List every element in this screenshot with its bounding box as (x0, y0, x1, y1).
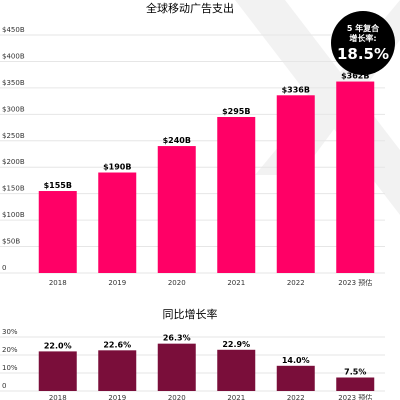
x-axis-ticks: 2018 2019 2020 2021 2022 2023 预估 (49, 278, 372, 287)
y-axis-ticks-growth: 0 10% 20% 30% (2, 328, 18, 390)
y-tick-label: $400B (2, 52, 25, 60)
y-tick-label: $200B (2, 158, 25, 166)
x-tick-label: 2020 (168, 279, 186, 287)
bar (98, 350, 137, 391)
bar-value-label: 14.0% (282, 356, 310, 365)
chart-title-growth: 同比增长率 (163, 307, 218, 321)
x-tick-label: 2019 (108, 279, 126, 287)
bar-value-label: $155B (44, 181, 72, 190)
x-tick-label: 2022 (287, 394, 305, 400)
bar-value-label: 7.5% (344, 368, 366, 377)
cagr-value: 18.5% (336, 44, 390, 63)
y-tick-label: 0 (2, 382, 6, 390)
x-tick-label: 2021 (227, 394, 245, 400)
y-tick-label: $150B (2, 185, 25, 193)
y-tick-label: $100B (2, 211, 25, 219)
y-axis-ticks: 0 $50B $100B $150B $200B $250B $300B $350B $400B… (2, 26, 25, 272)
bar-value-label: 22.9% (222, 340, 250, 349)
bar-value-label: 22.6% (103, 340, 131, 349)
x-tick-label: 2022 (287, 279, 305, 287)
x-tick-label: 2023 预估 (338, 393, 372, 400)
chart-title: 全球移动广告支出 (146, 1, 234, 15)
x-tick-label: 2019 (108, 394, 126, 400)
bar (38, 351, 77, 391)
cagr-badge: 5 年复合 增长率: 18.5% (331, 11, 395, 75)
x-tick-label: 2018 (49, 279, 67, 287)
cagr-label-line2: 增长率: (349, 33, 377, 43)
data-labels: $155B $190B $240B $295B $336B $362B (44, 72, 370, 190)
y-tick-label: $250B (2, 132, 25, 140)
bar-value-label: $362B (341, 72, 369, 81)
bar (157, 146, 196, 273)
y-tick-label: $50B (2, 238, 20, 246)
y-tick-label: 30% (2, 328, 18, 336)
bar (157, 343, 196, 391)
bar (98, 172, 137, 273)
y-tick-label: 10% (2, 364, 18, 372)
x-tick-label: 2021 (227, 279, 245, 287)
bar (336, 377, 375, 391)
y-tick-label: 0 (2, 264, 6, 272)
y-tick-label: 20% (2, 346, 18, 354)
x-tick-label: 2018 (49, 394, 67, 400)
bar (336, 81, 375, 273)
x-tick-label: 2023 预估 (338, 278, 372, 287)
y-tick-label: $350B (2, 79, 25, 87)
bar-value-label: 26.3% (163, 334, 191, 343)
x-axis-ticks-growth: 2018 2019 2020 2021 2022 2023 预估 (49, 393, 372, 400)
bar (276, 365, 315, 391)
y-tick-label: $300B (2, 105, 25, 113)
bar-value-label: $336B (282, 85, 310, 94)
bar (276, 95, 315, 273)
bar-value-label: 22.0% (44, 341, 72, 350)
x-tick-label: 2020 (168, 394, 186, 400)
bar-value-label: $295B (222, 107, 250, 116)
bar (38, 191, 77, 273)
bar-series (38, 81, 375, 273)
data-labels-growth: 22.0% 22.6% 26.3% 22.9% 14.0% 7.5% (44, 334, 366, 377)
bar (217, 116, 256, 273)
bar-value-label: $240B (163, 136, 191, 145)
cagr-label-line1: 5 年复合 (346, 23, 380, 33)
bar-value-label: $190B (103, 163, 131, 172)
bar-series-growth (38, 343, 375, 391)
ad-spend-chart: 全球移动广告支出 0 $50B $100B $150B $200B $250B $300B $… (0, 1, 385, 287)
bar (217, 349, 256, 391)
y-tick-label: $450B (2, 26, 25, 34)
